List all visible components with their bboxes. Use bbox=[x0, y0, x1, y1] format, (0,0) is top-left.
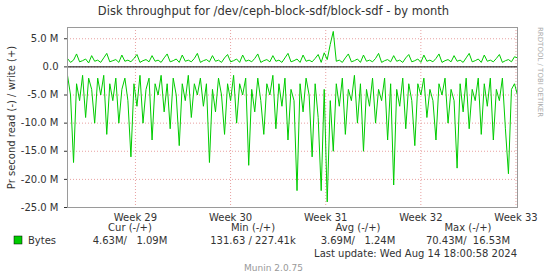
svg-text:Max (-/+): Max (-/+) bbox=[444, 222, 491, 233]
svg-text:Cur (-/+): Cur (-/+) bbox=[108, 222, 152, 233]
svg-text:Disk throughput for /dev/ceph-: Disk throughput for /dev/ceph-block-sdf/… bbox=[98, 4, 449, 18]
svg-text:Week 31: Week 31 bbox=[304, 212, 347, 223]
svg-text:RRDTOOL / TOBI OETIKER: RRDTOOL / TOBI OETIKER bbox=[536, 27, 544, 117]
svg-text:Pr second read (-) / write (+): Pr second read (-) / write (+) bbox=[6, 46, 17, 189]
svg-text:Week 30: Week 30 bbox=[209, 212, 252, 223]
svg-text:0.0: 0.0 bbox=[43, 61, 59, 72]
svg-text:Munin 2.0.75: Munin 2.0.75 bbox=[244, 263, 303, 273]
svg-text:-10.0 M: -10.0 M bbox=[21, 117, 59, 128]
svg-text:-5.0 M: -5.0 M bbox=[27, 89, 58, 100]
svg-text:4.63M/ 1.09M: 4.63M/ 1.09M bbox=[93, 235, 168, 246]
svg-text:131.63 / 227.41k: 131.63 / 227.41k bbox=[210, 235, 296, 246]
svg-text:-20.0 M: -20.0 M bbox=[21, 174, 59, 185]
svg-text:Week 29: Week 29 bbox=[114, 212, 157, 223]
svg-text:-15.0 M: -15.0 M bbox=[21, 145, 59, 156]
svg-text:Last update: Wed Aug 14 18:00:: Last update: Wed Aug 14 18:00:58 2024 bbox=[314, 248, 517, 259]
svg-text:Avg (-/+): Avg (-/+) bbox=[336, 222, 381, 233]
svg-text:3.69M/ 1.24M: 3.69M/ 1.24M bbox=[321, 235, 396, 246]
svg-text:Min (-/+): Min (-/+) bbox=[231, 222, 275, 233]
svg-text:5.0 M: 5.0 M bbox=[31, 33, 59, 44]
svg-text:Week 33: Week 33 bbox=[494, 212, 537, 223]
svg-text:70.43M/ 16.53M: 70.43M/ 16.53M bbox=[426, 235, 510, 246]
svg-text:Week 32: Week 32 bbox=[399, 212, 442, 223]
svg-text:-25.0 M: -25.0 M bbox=[21, 202, 59, 213]
svg-text:Bytes: Bytes bbox=[28, 235, 56, 246]
